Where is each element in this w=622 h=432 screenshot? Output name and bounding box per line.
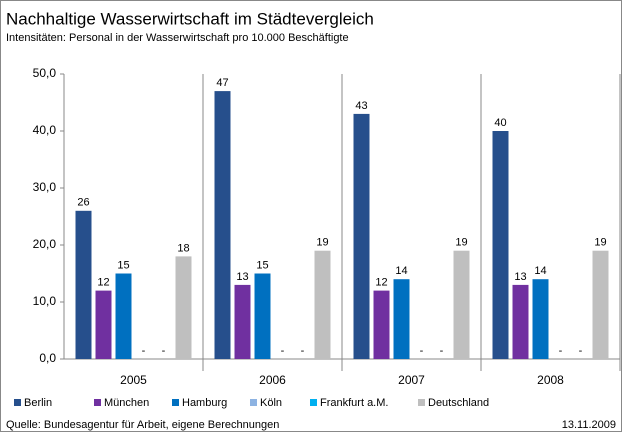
bar xyxy=(314,250,331,359)
source: Quelle: Bundesagentur für Arbeit, eigene… xyxy=(6,419,279,431)
legend-swatch xyxy=(94,399,101,406)
legend-swatch xyxy=(418,399,425,406)
value-label: 13 xyxy=(514,271,526,283)
x-tick-label: 2006 xyxy=(259,373,286,387)
value-label: 43 xyxy=(355,100,367,112)
y-tick-label: 20,0 xyxy=(33,237,57,251)
bar xyxy=(234,284,251,359)
x-tick-label: 2005 xyxy=(120,373,147,387)
chart-subtitle: Intensitäten: Personal in der Wasserwirt… xyxy=(6,32,349,44)
bar xyxy=(492,131,509,359)
bar xyxy=(373,290,390,359)
value-label: - xyxy=(420,345,424,357)
y-tick-label: 50,0 xyxy=(33,66,57,80)
value-label: 14 xyxy=(534,265,546,277)
chart-title: Nachhaltige Wasserwirtschaft im Städteve… xyxy=(6,9,374,28)
legend-swatch xyxy=(172,399,179,406)
value-label: 40 xyxy=(494,117,506,129)
value-label: - xyxy=(142,345,146,357)
value-label: 15 xyxy=(256,259,268,271)
value-label: 47 xyxy=(216,77,228,89)
bar xyxy=(254,273,271,359)
legend-swatch xyxy=(14,399,21,406)
value-label: 12 xyxy=(375,277,387,289)
value-label: 26 xyxy=(77,197,89,209)
legend-label: Hamburg xyxy=(182,397,227,409)
x-tick-label: 2008 xyxy=(537,373,564,387)
bar xyxy=(115,273,132,359)
legend-label: Deutschland xyxy=(428,397,489,409)
value-label: 13 xyxy=(236,271,248,283)
value-label: 19 xyxy=(455,237,467,249)
y-tick-label: 40,0 xyxy=(33,123,57,137)
value-label: - xyxy=(162,345,166,357)
bar xyxy=(393,279,410,359)
value-label: - xyxy=(579,345,583,357)
bar xyxy=(95,290,112,359)
value-label: 18 xyxy=(177,242,189,254)
legend-label: München xyxy=(104,397,149,409)
bar xyxy=(453,250,470,359)
value-label: - xyxy=(559,345,563,357)
x-tick-label: 2007 xyxy=(398,373,425,387)
y-tick-label: 0,0 xyxy=(39,351,56,365)
legend-swatch xyxy=(250,399,257,406)
legend-label: Berlin xyxy=(24,397,52,409)
bar xyxy=(592,250,609,359)
date: 13.11.2009 xyxy=(562,419,616,431)
legend-swatch xyxy=(310,399,317,406)
value-label: 12 xyxy=(97,277,109,289)
value-label: 14 xyxy=(395,265,407,277)
bar xyxy=(353,113,370,360)
y-tick-label: 30,0 xyxy=(33,180,57,194)
value-label: 19 xyxy=(316,237,328,249)
bar xyxy=(214,91,231,359)
value-label: 15 xyxy=(117,259,129,271)
y-tick-label: 10,0 xyxy=(33,294,57,308)
bar xyxy=(75,210,92,359)
legend-label: Frankfurt a.M. xyxy=(320,397,388,409)
value-label: 19 xyxy=(594,237,606,249)
bar xyxy=(512,284,529,359)
value-label: - xyxy=(301,345,305,357)
legend-label: Köln xyxy=(260,397,282,409)
bar xyxy=(532,279,549,359)
value-label: - xyxy=(281,345,285,357)
bar xyxy=(175,256,192,359)
value-label: - xyxy=(440,345,444,357)
